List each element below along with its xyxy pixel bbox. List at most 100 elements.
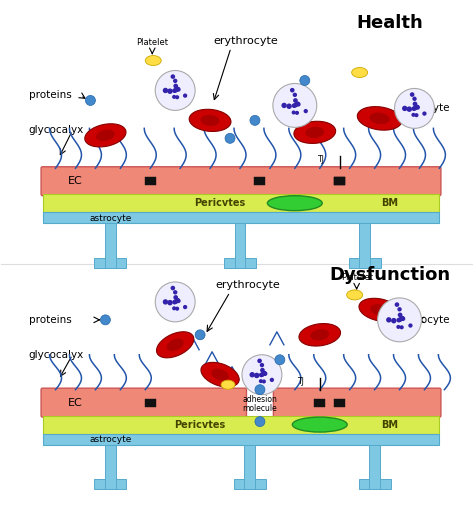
Ellipse shape [396, 325, 401, 329]
Bar [94, 479, 127, 489]
Ellipse shape [370, 113, 390, 124]
Ellipse shape [173, 300, 176, 305]
Ellipse shape [262, 379, 266, 384]
Text: leukocyte: leukocyte [399, 315, 449, 325]
Text: TJ: TJ [298, 377, 305, 386]
Ellipse shape [260, 372, 264, 377]
Bar [245, 444, 255, 489]
Text: glycocalyx: glycocalyx [28, 125, 84, 135]
Bar [105, 223, 116, 268]
Ellipse shape [174, 298, 179, 303]
Circle shape [100, 315, 110, 325]
Ellipse shape [400, 325, 404, 330]
Ellipse shape [167, 339, 183, 351]
Ellipse shape [294, 121, 336, 143]
Circle shape [255, 385, 265, 395]
Ellipse shape [163, 88, 168, 93]
Circle shape [273, 84, 317, 127]
Ellipse shape [398, 317, 402, 322]
Ellipse shape [176, 298, 181, 303]
Ellipse shape [201, 362, 239, 387]
Ellipse shape [413, 102, 418, 106]
Text: molecule: molecule [243, 404, 277, 413]
Ellipse shape [357, 107, 402, 130]
Ellipse shape [176, 87, 181, 92]
Ellipse shape [173, 88, 178, 93]
Text: Platelet: Platelet [136, 38, 168, 47]
FancyBboxPatch shape [41, 167, 441, 196]
Ellipse shape [293, 103, 298, 107]
Bar [145, 399, 156, 407]
Ellipse shape [305, 127, 324, 138]
Ellipse shape [175, 87, 180, 91]
Ellipse shape [183, 305, 187, 309]
Bar [145, 177, 156, 185]
Ellipse shape [261, 371, 266, 376]
Ellipse shape [171, 286, 175, 290]
Ellipse shape [174, 87, 179, 92]
Ellipse shape [282, 103, 287, 108]
Ellipse shape [414, 105, 419, 110]
Ellipse shape [412, 97, 417, 101]
Ellipse shape [402, 106, 408, 111]
Text: Platelet: Platelet [341, 273, 373, 282]
Ellipse shape [359, 298, 400, 322]
Ellipse shape [294, 102, 299, 106]
Ellipse shape [415, 105, 420, 110]
Text: astrocyte: astrocyte [89, 435, 132, 444]
Ellipse shape [175, 95, 179, 99]
Ellipse shape [173, 89, 176, 93]
Text: Pericvtes: Pericvtes [194, 198, 246, 208]
Ellipse shape [173, 299, 178, 304]
Ellipse shape [299, 324, 340, 346]
Bar [43, 194, 439, 212]
Ellipse shape [172, 300, 176, 304]
Text: astrocyte: astrocyte [89, 214, 132, 223]
Circle shape [85, 95, 95, 105]
Ellipse shape [414, 113, 419, 117]
Text: EC: EC [68, 176, 83, 186]
Ellipse shape [304, 109, 308, 113]
Circle shape [242, 355, 282, 395]
Ellipse shape [263, 371, 267, 376]
Ellipse shape [422, 112, 427, 116]
Ellipse shape [189, 110, 231, 132]
Bar [224, 258, 256, 268]
Ellipse shape [259, 373, 263, 377]
Circle shape [155, 282, 195, 322]
Ellipse shape [267, 196, 322, 211]
Ellipse shape [411, 113, 415, 117]
Bar [234, 479, 266, 489]
Ellipse shape [270, 378, 274, 382]
Circle shape [195, 330, 205, 340]
Ellipse shape [172, 306, 176, 311]
Circle shape [275, 355, 285, 364]
Ellipse shape [352, 68, 368, 77]
Ellipse shape [292, 104, 296, 107]
Text: Pericvtes: Pericvtes [174, 419, 226, 430]
Ellipse shape [201, 115, 219, 126]
Bar [349, 258, 381, 268]
Circle shape [255, 417, 265, 426]
Ellipse shape [211, 369, 228, 381]
Ellipse shape [260, 363, 264, 367]
Ellipse shape [290, 88, 294, 93]
Bar [359, 479, 391, 489]
Ellipse shape [411, 106, 415, 111]
FancyBboxPatch shape [273, 388, 441, 417]
Text: glycocalyx: glycocalyx [28, 350, 84, 360]
Ellipse shape [85, 124, 126, 147]
Ellipse shape [408, 323, 412, 327]
Bar [105, 444, 116, 489]
Ellipse shape [292, 111, 296, 114]
Ellipse shape [292, 104, 296, 108]
Text: proteins: proteins [28, 90, 72, 101]
Bar [314, 399, 325, 407]
Ellipse shape [249, 372, 255, 377]
Ellipse shape [310, 329, 329, 340]
Circle shape [225, 133, 235, 143]
Ellipse shape [398, 313, 402, 317]
Bar [334, 177, 345, 185]
Ellipse shape [401, 316, 405, 321]
Ellipse shape [395, 302, 399, 307]
